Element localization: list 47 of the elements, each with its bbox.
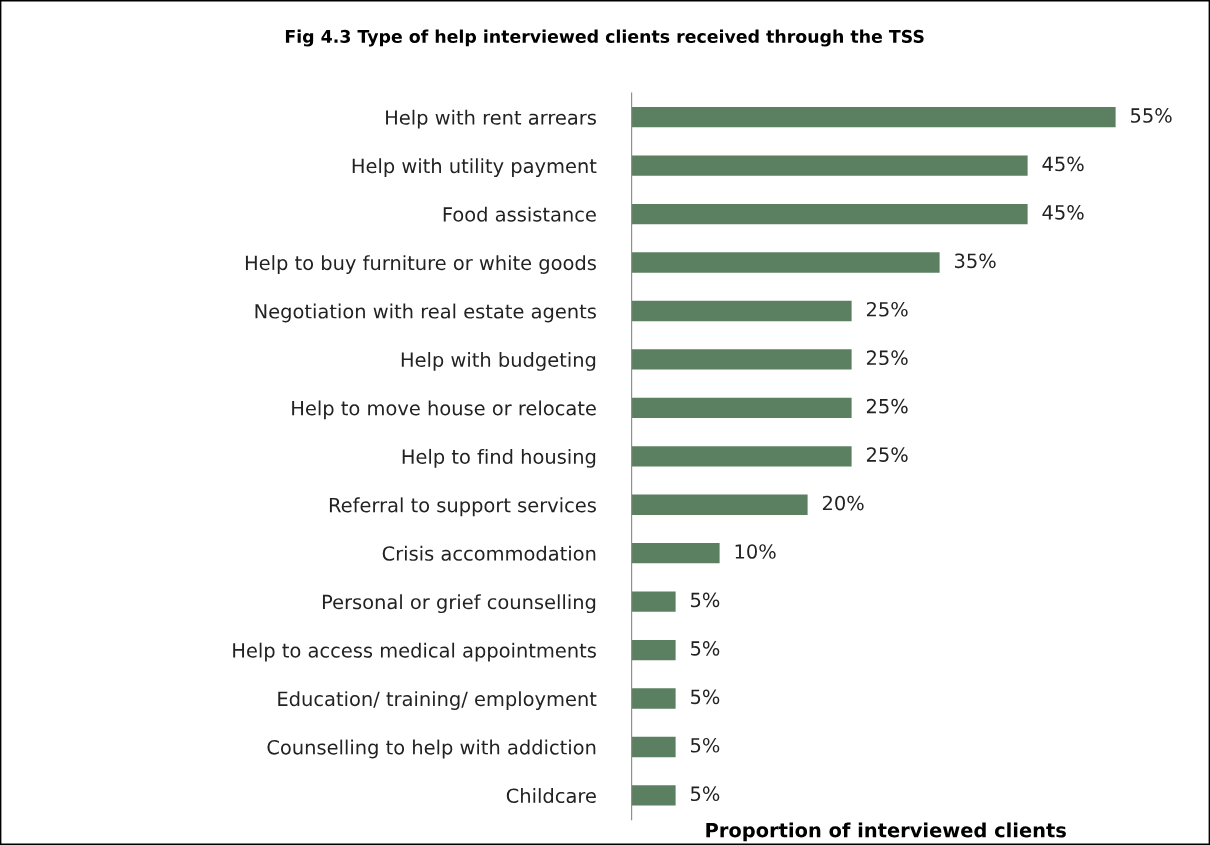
data-label: 35% (954, 253, 996, 269)
data-label: 5% (691, 689, 720, 705)
x-axis-title: Proportion of interviewed clients (706, 822, 1066, 842)
bar (631, 300, 852, 322)
y-tick-label: Counselling to help with addiction (267, 739, 596, 759)
y-tick-label: Help with utility payment (352, 158, 597, 178)
bar (631, 349, 852, 370)
data-label: 20% (822, 495, 864, 511)
bar (631, 639, 676, 661)
bar (631, 736, 676, 758)
y-tick-label: Education/ training/ employment (278, 691, 597, 710)
data-label: 55% (1131, 108, 1172, 123)
data-label: 25% (866, 447, 908, 462)
data-label: 45% (1042, 205, 1084, 220)
y-tick-label: Help with rent arrears (386, 109, 596, 129)
y-tick-label: Help to find housing (402, 448, 596, 468)
y-tick-label: Help to buy furniture or white goods (245, 255, 596, 274)
bar (631, 252, 940, 273)
data-label: 25% (866, 301, 908, 317)
bar (631, 688, 676, 709)
bar (631, 591, 676, 612)
bar (631, 543, 720, 564)
data-label: 45% (1042, 156, 1084, 172)
y-tick-label: Help to move house or relocate (292, 400, 596, 420)
data-label: 10% (735, 544, 776, 559)
data-label: 5% (691, 737, 720, 753)
y-tick-label: Personal or grief counselling (322, 594, 596, 614)
y-tick-label: Crisis accommodation (382, 545, 596, 561)
bar (631, 203, 1028, 225)
data-label: 5% (691, 786, 720, 802)
data-label: 25% (866, 398, 908, 414)
data-label: 5% (691, 592, 720, 608)
data-label: 5% (691, 641, 720, 656)
data-label: 25% (866, 350, 908, 366)
bar (631, 494, 808, 515)
y-tick-label: Food assistance (443, 206, 596, 222)
bar (631, 155, 1028, 176)
y-tick-label: Help with budgeting (401, 352, 596, 371)
bar (631, 397, 852, 419)
y-tick-label: Referral to support services (329, 497, 596, 517)
chart-title: Fig 4.3 Type of help interviewed clients received through the TSS (285, 29, 924, 47)
y-tick-label: Childcare (506, 788, 596, 804)
bar (631, 785, 676, 806)
y-tick-label: Negotiation with real estate agents (255, 303, 596, 323)
y-tick-label: Help to access medical appointments (233, 642, 596, 662)
bar (631, 446, 852, 467)
bar (631, 107, 1116, 128)
